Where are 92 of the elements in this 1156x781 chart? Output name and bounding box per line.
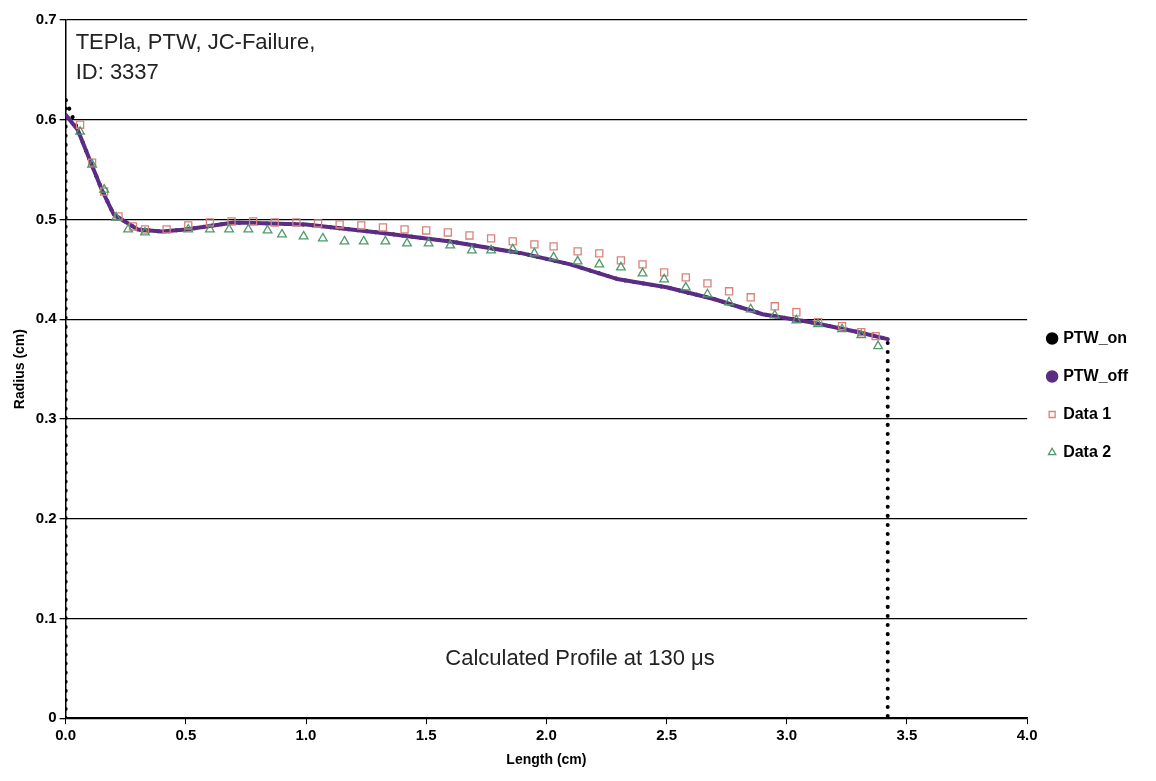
point bbox=[745, 303, 756, 313]
y-axis-title: Radius (cm) bbox=[11, 329, 28, 410]
point bbox=[380, 235, 391, 245]
point bbox=[746, 293, 755, 302]
legend-label: Data 1 bbox=[1063, 404, 1112, 422]
x-axis-title: Length (cm) bbox=[506, 751, 587, 768]
point bbox=[402, 237, 412, 247]
y-tick-label: 0.7 bbox=[35, 10, 57, 28]
annotation: TEPla, PTW, JC-Failure, bbox=[75, 29, 316, 55]
legend-label: Data 2 bbox=[1063, 442, 1112, 460]
legend-label: PTW_on bbox=[1063, 328, 1128, 346]
x-tick-label: 3.5 bbox=[896, 726, 918, 744]
point bbox=[75, 120, 85, 129]
point bbox=[357, 221, 366, 230]
point bbox=[529, 247, 540, 257]
point bbox=[123, 223, 134, 233]
point bbox=[443, 228, 453, 237]
point bbox=[423, 237, 434, 247]
point bbox=[248, 217, 258, 226]
point bbox=[873, 340, 884, 350]
point bbox=[486, 244, 497, 254]
point bbox=[313, 219, 323, 228]
point bbox=[298, 230, 309, 240]
legend-label: PTW_off bbox=[1063, 366, 1129, 384]
point bbox=[317, 232, 328, 242]
point bbox=[680, 281, 691, 291]
point bbox=[75, 126, 86, 135]
point bbox=[871, 332, 880, 341]
annotation: Calculated Profile at 130 μs bbox=[445, 645, 715, 671]
point bbox=[205, 218, 215, 227]
point bbox=[466, 244, 477, 254]
point bbox=[270, 218, 279, 227]
point bbox=[204, 223, 215, 233]
point bbox=[572, 255, 583, 265]
point bbox=[724, 287, 734, 296]
y-tick-label: 0.5 bbox=[35, 209, 57, 227]
point bbox=[530, 240, 539, 249]
point bbox=[791, 314, 802, 324]
point bbox=[162, 225, 171, 234]
point bbox=[224, 223, 235, 233]
y-tick-label: 0.6 bbox=[35, 109, 57, 127]
x-tick-label: 1.0 bbox=[295, 726, 317, 744]
x-tick-label: 4.0 bbox=[1016, 726, 1038, 744]
point bbox=[549, 242, 558, 251]
y-tick-label: 0.3 bbox=[35, 409, 57, 427]
point bbox=[703, 279, 712, 288]
point bbox=[638, 260, 647, 269]
x-tick-label: 3.0 bbox=[776, 726, 798, 744]
point bbox=[227, 217, 236, 226]
point bbox=[128, 222, 138, 231]
point bbox=[769, 309, 780, 319]
point bbox=[243, 223, 254, 233]
y-tick-label: 0 bbox=[48, 708, 57, 726]
x-tick-label: 0.0 bbox=[55, 726, 77, 744]
point bbox=[99, 183, 110, 193]
point bbox=[335, 220, 344, 229]
x-tick-label: 2.0 bbox=[535, 726, 557, 744]
point bbox=[339, 235, 350, 245]
point bbox=[277, 228, 287, 238]
x-tick-label: 2.5 bbox=[656, 726, 677, 744]
point bbox=[508, 237, 517, 246]
point bbox=[616, 256, 626, 265]
point bbox=[422, 226, 431, 235]
point bbox=[465, 231, 474, 240]
point bbox=[573, 247, 582, 256]
point bbox=[358, 235, 369, 245]
y-tick-label: 0.1 bbox=[35, 608, 57, 626]
point bbox=[702, 288, 713, 298]
point bbox=[292, 218, 301, 227]
point bbox=[378, 223, 388, 232]
point bbox=[770, 302, 779, 311]
point bbox=[486, 234, 496, 243]
point bbox=[595, 249, 604, 258]
x-tick-label: 0.5 bbox=[175, 726, 197, 744]
point bbox=[507, 243, 518, 253]
point bbox=[594, 258, 605, 268]
point bbox=[262, 224, 273, 234]
point bbox=[681, 273, 690, 282]
point bbox=[400, 225, 409, 234]
y-tick-label: 0.4 bbox=[35, 309, 58, 327]
point bbox=[659, 273, 670, 283]
y-tick-label: 0.2 bbox=[35, 508, 57, 526]
x-tick-label: 1.5 bbox=[415, 726, 437, 744]
point bbox=[99, 187, 109, 196]
annotation: ID: 3337 bbox=[75, 59, 159, 85]
point bbox=[445, 239, 456, 249]
point bbox=[548, 251, 559, 261]
point bbox=[659, 268, 669, 277]
point bbox=[792, 308, 801, 317]
point bbox=[637, 267, 648, 277]
point bbox=[615, 261, 626, 271]
point bbox=[724, 296, 735, 306]
